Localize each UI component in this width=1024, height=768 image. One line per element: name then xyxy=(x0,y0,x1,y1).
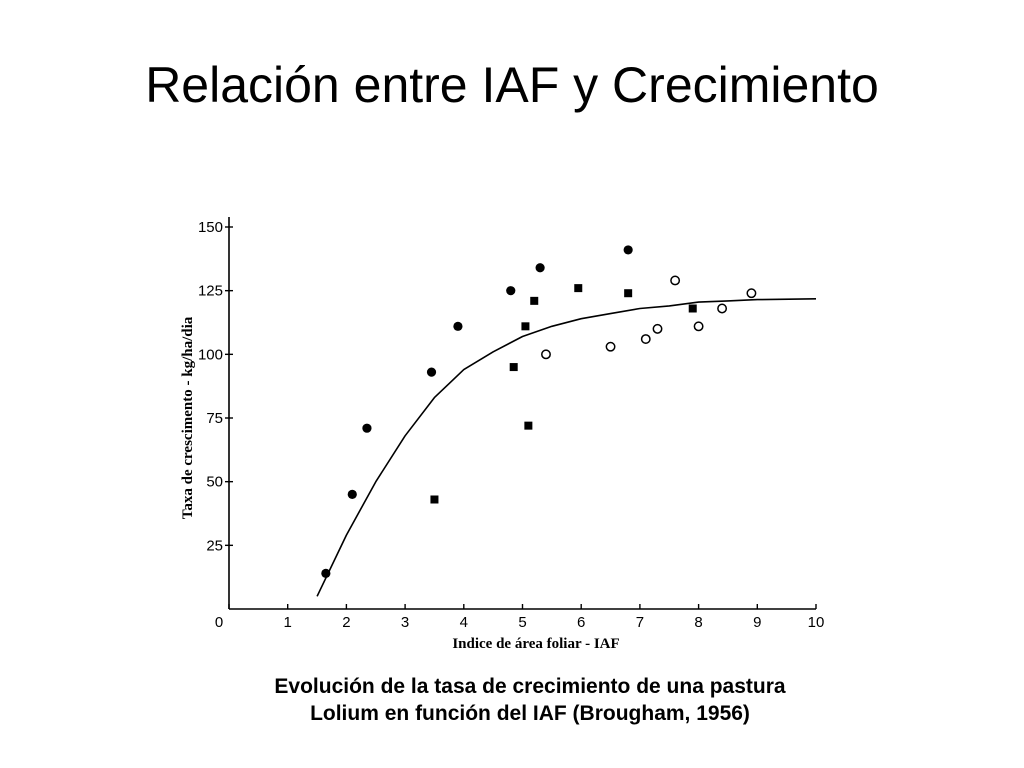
y-tick-label: 100 xyxy=(198,346,223,363)
data-point-open-circle xyxy=(640,334,651,345)
data-points xyxy=(321,245,757,578)
axes xyxy=(228,217,816,610)
data-point-filled-circle xyxy=(506,286,516,296)
x-tick-label: 2 xyxy=(342,614,350,631)
data-point-filled-circle xyxy=(623,245,633,255)
y-tick-label: 75 xyxy=(206,410,223,427)
data-point-filled-square xyxy=(574,284,583,293)
x-tick-label: 4 xyxy=(460,614,468,631)
data-point-filled-circle xyxy=(535,263,545,273)
data-point-open-circle xyxy=(652,323,663,334)
data-point-filled-square xyxy=(509,363,518,372)
data-point-filled-circle xyxy=(362,423,372,433)
x-tick-label: 10 xyxy=(808,614,825,631)
x-tick-label: 5 xyxy=(518,614,526,631)
data-point-open-circle xyxy=(541,349,551,360)
data-point-filled-circle xyxy=(347,489,357,499)
slide-title: Relación entre IAF y Crecimiento xyxy=(145,57,879,113)
data-point-open-circle xyxy=(693,321,704,332)
data-point-filled-square xyxy=(624,289,633,298)
data-point-open-circle xyxy=(717,303,728,314)
y-tick-label: 150 xyxy=(198,219,223,236)
y-axis-title: Taxa de crescimento - kg/ha/dia xyxy=(180,316,196,519)
data-point-open-circle xyxy=(605,341,616,352)
data-point-filled-square xyxy=(521,322,530,331)
x-axis-title: Indice de área foliar - IAF xyxy=(452,636,619,652)
fitted-curve-layer xyxy=(316,298,817,597)
data-point-filled-square xyxy=(530,296,539,305)
data-point-filled-circle xyxy=(321,568,331,578)
y-tick-label: 25 xyxy=(206,537,223,554)
y-tick-label: 50 xyxy=(206,474,223,491)
y-tick-label: 125 xyxy=(198,283,223,300)
axis-ticks: 0 1 2 3 4 5 6 7 8 9 10 25 50 75 100 125 150 xyxy=(198,219,824,631)
data-point-filled-circle xyxy=(453,321,463,331)
x-tick-label: 1 xyxy=(284,614,292,631)
x-tick-label: 8 xyxy=(694,614,702,631)
data-point-open-circle xyxy=(746,288,757,299)
x-tick-label: 6 xyxy=(577,614,585,631)
x-tick-label: 9 xyxy=(753,614,761,631)
x-tick-label: 0 xyxy=(215,614,223,631)
fitted-curve xyxy=(316,298,817,597)
x-tick-label: 3 xyxy=(401,614,409,631)
data-point-filled-square xyxy=(524,421,533,430)
x-tick-label: 7 xyxy=(636,614,644,631)
data-point-filled-square xyxy=(688,304,697,313)
figure-caption-line-1: Evolución de la tasa de crecimiento de u… xyxy=(274,675,786,698)
data-point-filled-circle xyxy=(426,367,437,377)
data-point-open-circle xyxy=(670,275,681,286)
figure-caption-line-2: Lolium en función del IAF (Brougham, 195… xyxy=(310,702,750,725)
data-point-filled-square xyxy=(430,495,439,504)
